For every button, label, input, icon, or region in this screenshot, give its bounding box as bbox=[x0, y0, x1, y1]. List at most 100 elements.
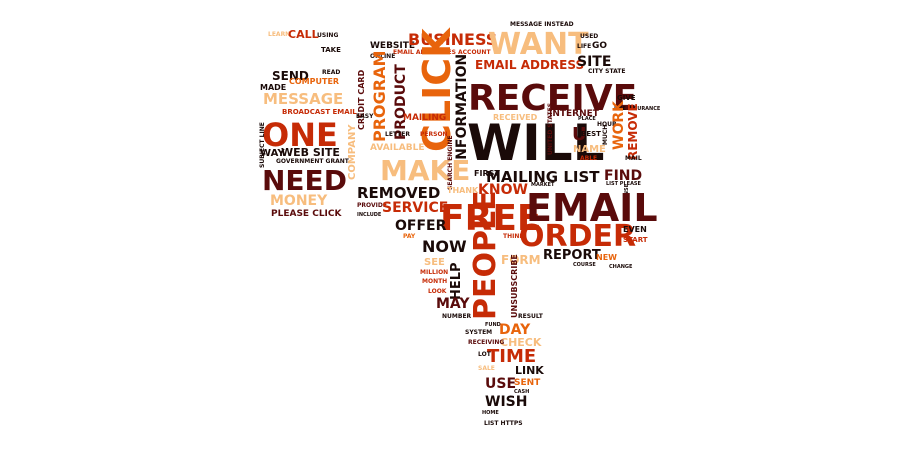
word-see: SEE bbox=[424, 257, 445, 268]
word-million: MILLION bbox=[420, 269, 448, 276]
word-fund: FUND bbox=[485, 322, 501, 328]
word-call: CALL bbox=[288, 28, 319, 41]
word-made: MADE bbox=[260, 83, 286, 92]
word-person: PERSON bbox=[420, 131, 448, 138]
word-report: REPORT bbox=[543, 248, 601, 263]
word-day: DAY bbox=[499, 322, 531, 338]
word-u: U bbox=[572, 124, 587, 145]
word-money: MONEY bbox=[270, 193, 328, 209]
word-make: MAKE bbox=[380, 154, 470, 187]
word-hour: HOUR bbox=[597, 121, 617, 128]
word-remove: REMOVE bbox=[626, 103, 640, 160]
word-cash: COURSE bbox=[573, 262, 596, 268]
word-able: ABLE bbox=[580, 155, 597, 162]
word-want: WANT bbox=[488, 27, 589, 62]
word-even: EVEN bbox=[623, 225, 647, 234]
word-result: RESULT bbox=[518, 313, 544, 320]
word-website: WEBSITE bbox=[370, 41, 415, 51]
word-message: MESSAGE bbox=[263, 90, 343, 108]
word-united-states: UNITED STATES bbox=[547, 103, 554, 155]
word-need: NEED bbox=[262, 164, 347, 197]
word-click: CLICK bbox=[415, 27, 459, 152]
word-help: HELP bbox=[449, 262, 464, 300]
word-name: NAME bbox=[573, 144, 606, 155]
word-first: FIRST bbox=[474, 169, 500, 178]
word-list-please: LIST PLEASE bbox=[606, 181, 642, 187]
word-receive: RECEIVE bbox=[468, 78, 637, 119]
word-company: COMPANY bbox=[347, 124, 358, 180]
word-time: TIME bbox=[487, 346, 536, 367]
word-will: WILL bbox=[467, 114, 604, 172]
word-received: RECEIVED bbox=[493, 113, 538, 122]
word-unsubscribe: UNSUBSCRIBE bbox=[510, 254, 519, 318]
word-email: EMAIL bbox=[526, 186, 658, 230]
word-easy: EASY bbox=[356, 113, 374, 120]
word-work: WORK bbox=[611, 100, 627, 150]
word-give: GIVE bbox=[617, 94, 636, 102]
word-market: MARKET bbox=[531, 182, 555, 188]
word-sent: SENT bbox=[514, 378, 541, 388]
word-now: NOW bbox=[422, 237, 467, 256]
word-include: INCLUDE bbox=[357, 212, 382, 218]
word-read: READ bbox=[322, 69, 340, 76]
word-program: PROGRAM bbox=[370, 51, 389, 142]
word-much: MUCH bbox=[602, 125, 609, 145]
word-available: AVAILABLE bbox=[370, 143, 424, 153]
word-one: ONE bbox=[262, 116, 338, 154]
word-web-site: WEB SITE bbox=[281, 146, 340, 159]
word-place: PLACE bbox=[578, 116, 596, 122]
word-home: HOME bbox=[482, 410, 499, 416]
word-go: GO bbox=[592, 41, 607, 51]
word-broadcast-email: BROADCAST EMAIL bbox=[282, 108, 357, 116]
word-mailing: MAILING bbox=[403, 113, 446, 123]
word-pay: PAY bbox=[403, 233, 416, 240]
word-sale: SALE bbox=[478, 365, 495, 372]
word-site: SITE bbox=[577, 54, 611, 70]
word-email-address: EMAIL ADDRESS bbox=[475, 58, 584, 72]
word-please-click: PLEASE CLICK bbox=[271, 209, 343, 219]
word-city-state: CITY STATE bbox=[588, 68, 625, 75]
word-online: ONLINE bbox=[370, 53, 395, 60]
word-wish: WISH bbox=[485, 394, 527, 410]
word-internet: INTERNET bbox=[549, 109, 600, 119]
word-service: SERVICE bbox=[382, 200, 448, 216]
word-email-addresses: EMAIL ADDRESSES bbox=[393, 49, 456, 56]
word-thank: THANK bbox=[447, 186, 479, 195]
word-month: MONTH bbox=[422, 278, 447, 285]
word-may: MAY bbox=[436, 296, 470, 312]
word-computer: COMPUTER bbox=[289, 77, 339, 86]
word-removed: REMOVED bbox=[357, 184, 440, 202]
word-letter: LETTER bbox=[385, 131, 410, 138]
word-free: FREE bbox=[440, 198, 542, 239]
word-course: CHANGE bbox=[609, 264, 633, 270]
word-best: BEST bbox=[581, 130, 601, 138]
word-number: NUMBER bbox=[442, 313, 472, 320]
word-system: SYSTEM bbox=[465, 329, 492, 336]
word-start: START bbox=[623, 236, 648, 244]
word-mail: MAIL bbox=[625, 155, 642, 162]
word-think: THINK bbox=[503, 233, 524, 240]
word-new: NEW bbox=[596, 253, 617, 262]
word-change: CASH bbox=[514, 389, 529, 395]
word-list-https: LIST HTTPS bbox=[484, 420, 523, 427]
word-used: USED bbox=[580, 33, 598, 40]
word-people: PEOPLE bbox=[468, 190, 503, 320]
word-check: CHECK bbox=[500, 336, 542, 349]
word-offer: OFFER bbox=[395, 218, 447, 234]
word-take: TAKE bbox=[321, 46, 341, 54]
word-information: INFORMATION bbox=[454, 54, 470, 165]
word-credit-card: CREDIT CARD bbox=[357, 69, 366, 130]
word-life-insurance: LIFE INSURANCE bbox=[614, 106, 661, 112]
word-account: ACCOUNT bbox=[458, 49, 491, 56]
word-use: USE bbox=[485, 376, 516, 392]
word-message-instead: MESSAGE INSTEAD bbox=[510, 21, 574, 28]
word-response: RESPONSE bbox=[624, 183, 630, 214]
word-mailing-list: MAILING LIST bbox=[486, 168, 600, 186]
word-know: KNOW bbox=[478, 182, 528, 198]
word-using: USING bbox=[317, 32, 338, 39]
word-government-grant: GOVERNMENT GRANT bbox=[276, 158, 350, 165]
word-link: LINK bbox=[515, 364, 544, 377]
word-send: SEND bbox=[272, 69, 309, 83]
word-product: PRODUCT bbox=[393, 64, 409, 140]
